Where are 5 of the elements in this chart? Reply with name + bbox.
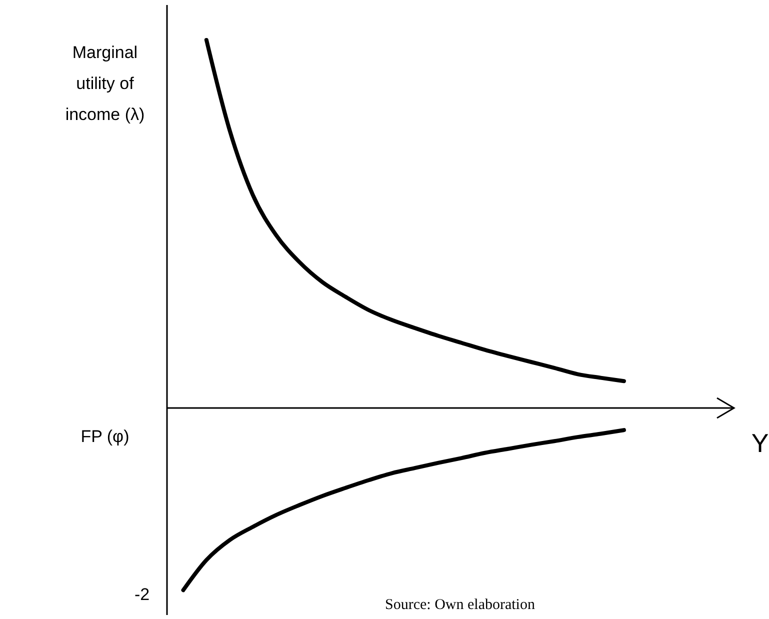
source-note: Source: Own elaboration [385, 597, 536, 613]
text: -2 [134, 585, 150, 604]
y-axis-title: Marginal utility of income (λ) [65, 43, 145, 124]
text: FP (φ) [80, 427, 130, 446]
x-axis-title: Y [751, 428, 769, 458]
